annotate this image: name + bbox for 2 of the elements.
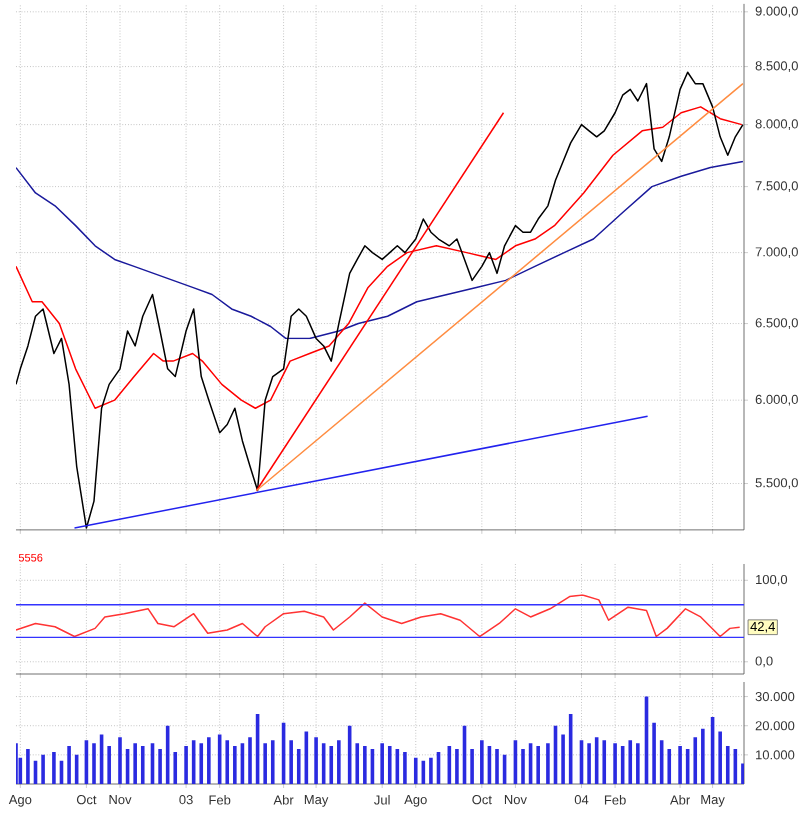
line-series: [16, 594, 741, 638]
line-series: [16, 160, 744, 340]
